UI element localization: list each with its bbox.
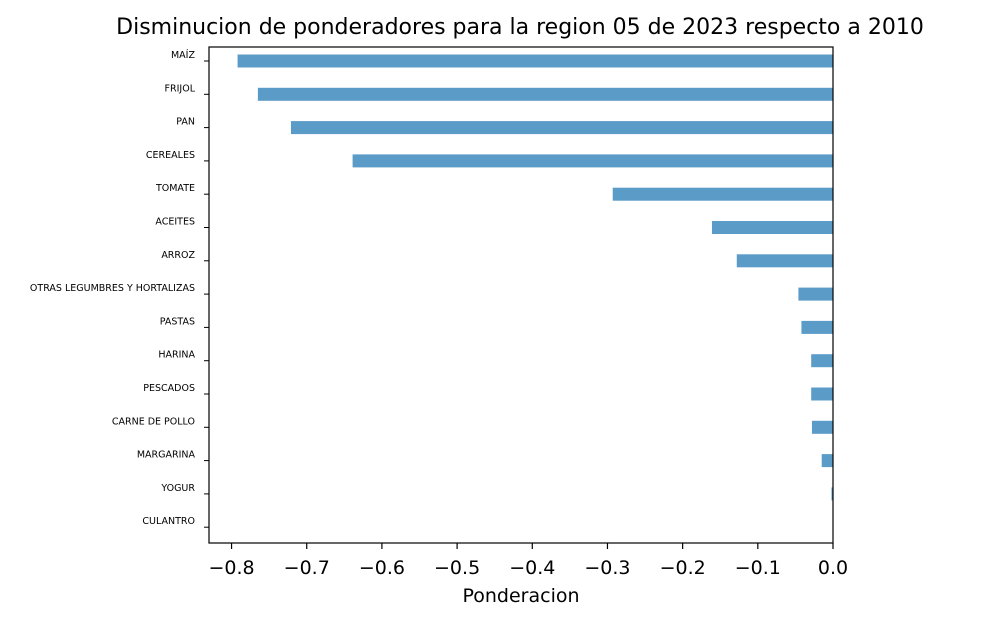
y-tick-label-10: PESCADOS: [143, 383, 195, 394]
y-tick-label-6: ARROZ: [161, 250, 195, 261]
y-tick-label-7: OTRAS LEGUMBRES Y HORTALIZAS: [30, 283, 195, 294]
y-tick-label-4: TOMATE: [155, 183, 195, 194]
chart-title: Disminucion de ponderadores para la regi…: [116, 15, 924, 40]
bar-2: [290, 121, 833, 135]
y-tick-label-14: CULANTRO: [142, 516, 195, 527]
x-tick-label-4: −0.4: [509, 557, 555, 579]
plot-frame: [208, 46, 834, 544]
y-tick-label-2: PAN: [176, 117, 195, 128]
y-tick-label-13: YOGUR: [160, 483, 195, 494]
x-tick-label-8: 0.0: [818, 557, 848, 579]
x-tick-label-5: −0.3: [584, 557, 630, 579]
bar-10: [811, 387, 833, 401]
bars-group: [237, 54, 834, 501]
y-tick-label-1: FRIJOL: [165, 83, 196, 94]
y-axis: MAÍZ FRIJOL PAN CEREALES TOMATE ACEITES ARROZ O…: [30, 49, 209, 528]
bar-11: [811, 420, 833, 434]
bar-6: [736, 254, 833, 268]
x-tick-label-3: −0.5: [434, 557, 480, 579]
y-tick-label-0: MAÍZ: [171, 49, 195, 61]
bar-9: [811, 354, 833, 368]
x-tick-label-6: −0.2: [660, 557, 706, 579]
bar-1: [257, 87, 834, 101]
bar-13: [831, 487, 833, 501]
y-tick-label-8: PASTAS: [160, 316, 195, 327]
bar-7: [798, 287, 833, 301]
x-tick-label-7: −0.1: [735, 557, 781, 579]
x-tick-label-1: −0.7: [284, 557, 330, 579]
y-tick-label-9: HARINA: [158, 350, 195, 361]
bar-0: [237, 54, 834, 68]
bar-8: [801, 320, 833, 334]
bar-12: [821, 454, 833, 468]
x-axis: −0.8 −0.7 −0.6 −0.5 −0.4 −0.3 −0.2 −0.1 0.0: [208, 543, 848, 579]
x-tick-label-0: −0.8: [208, 557, 254, 579]
x-tick-label-2: −0.6: [359, 557, 405, 579]
y-tick-label-5: ACEITES: [155, 217, 195, 228]
y-tick-label-11: CARNE DE POLLO: [112, 416, 195, 427]
bar-4: [612, 187, 833, 201]
bar-5: [711, 221, 833, 234]
bar-3: [352, 154, 833, 168]
y-tick-label-12: MARGARINA: [137, 450, 196, 461]
y-tick-label-3: CEREALES: [146, 150, 195, 161]
x-axis-label: Ponderacion: [462, 585, 579, 607]
